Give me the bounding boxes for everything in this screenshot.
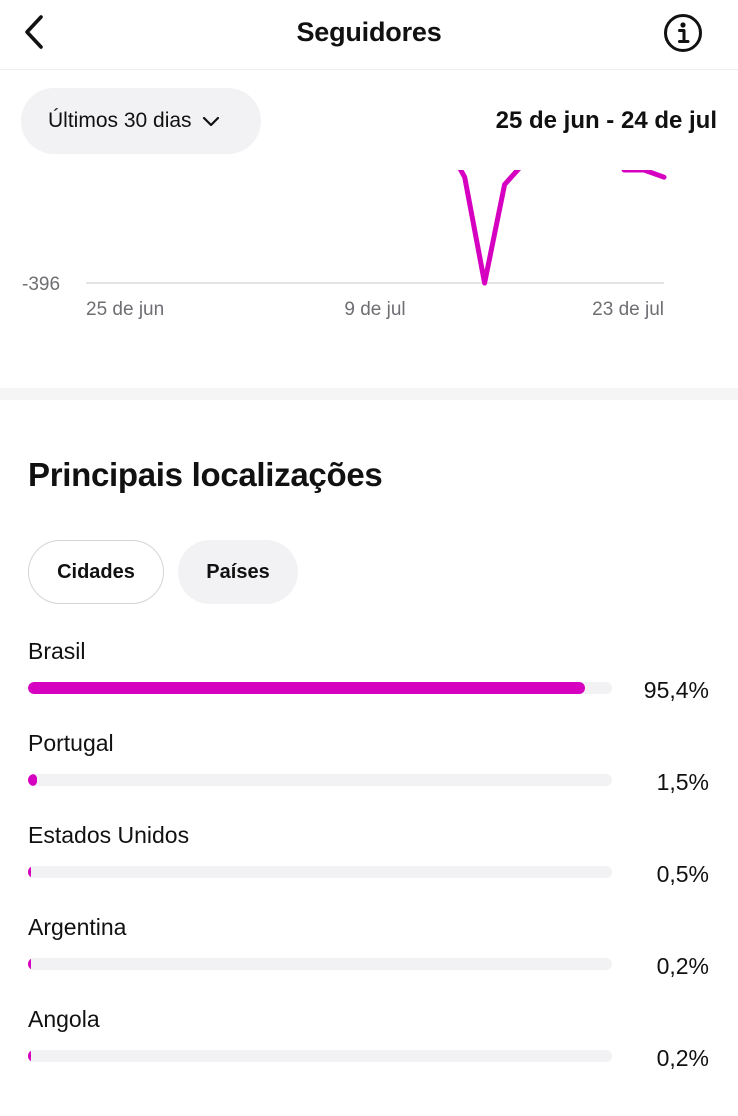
location-percent: 0,2% — [656, 1045, 709, 1071]
location-percent: 0,5% — [656, 861, 709, 887]
locations-title: Principais localizações — [28, 456, 383, 493]
info-button[interactable] — [662, 12, 704, 54]
chart-svg: -396 25 de jun 9 de jul 23 de jul — [22, 170, 667, 320]
chevron-left-icon — [25, 15, 43, 49]
chart-series-line — [457, 170, 521, 286]
location-name: Angola — [28, 1006, 100, 1032]
chevron-down-icon — [202, 115, 220, 127]
location-item: Portugal 1,5% — [0, 722, 738, 812]
location-item: Estados Unidos 0,5% — [0, 814, 738, 904]
location-item: Argentina 0,2% — [0, 906, 738, 996]
location-percent: 95,4% — [643, 677, 709, 703]
location-name: Estados Unidos — [28, 822, 190, 848]
location-item: Angola 0,2% — [0, 998, 738, 1088]
followers-chart: -396 25 de jun 9 de jul 23 de jul — [0, 170, 738, 330]
x-tick-label: 23 de jul — [592, 299, 664, 320]
x-tick-label: 9 de jul — [344, 299, 405, 320]
top-bar: Seguidores — [0, 0, 738, 70]
location-item: Brasil 95,4% — [0, 630, 738, 720]
date-range: 25 de jun - 24 de jul — [495, 107, 717, 134]
tab-cities[interactable]: Cidades — [28, 540, 164, 604]
info-icon — [664, 14, 702, 52]
x-tick-label: 25 de jun — [86, 299, 164, 320]
chart-series-line — [621, 170, 667, 180]
location-bar-fill — [28, 682, 586, 694]
location-percent: 1,5% — [656, 769, 709, 795]
date-filter-row: Últimos 30 dias 25 de jun - 24 de jul — [0, 88, 738, 154]
location-bar-track — [28, 866, 612, 878]
location-bar-fill — [28, 958, 31, 970]
location-bar-fill — [28, 866, 31, 878]
range-label: Últimos 30 dias — [48, 109, 192, 132]
back-button[interactable] — [14, 12, 54, 52]
location-bar-track — [28, 958, 612, 970]
tab-countries[interactable]: Países — [178, 540, 298, 604]
location-tabs: Cidades Países — [28, 540, 298, 604]
location-bar-fill — [28, 1050, 31, 1062]
page-title: Seguidores — [296, 17, 442, 47]
location-bar-track — [28, 682, 612, 694]
location-bar-track — [28, 1050, 612, 1062]
location-percent: 0,2% — [656, 953, 709, 979]
location-bar-fill — [28, 774, 37, 786]
section-divider — [0, 388, 738, 400]
location-bar-track — [28, 774, 612, 786]
location-name: Brasil — [28, 638, 86, 664]
location-name: Argentina — [28, 914, 127, 940]
range-dropdown[interactable]: Últimos 30 dias — [21, 88, 261, 154]
y-tick-label: -396 — [22, 274, 60, 295]
location-name: Portugal — [28, 730, 114, 756]
